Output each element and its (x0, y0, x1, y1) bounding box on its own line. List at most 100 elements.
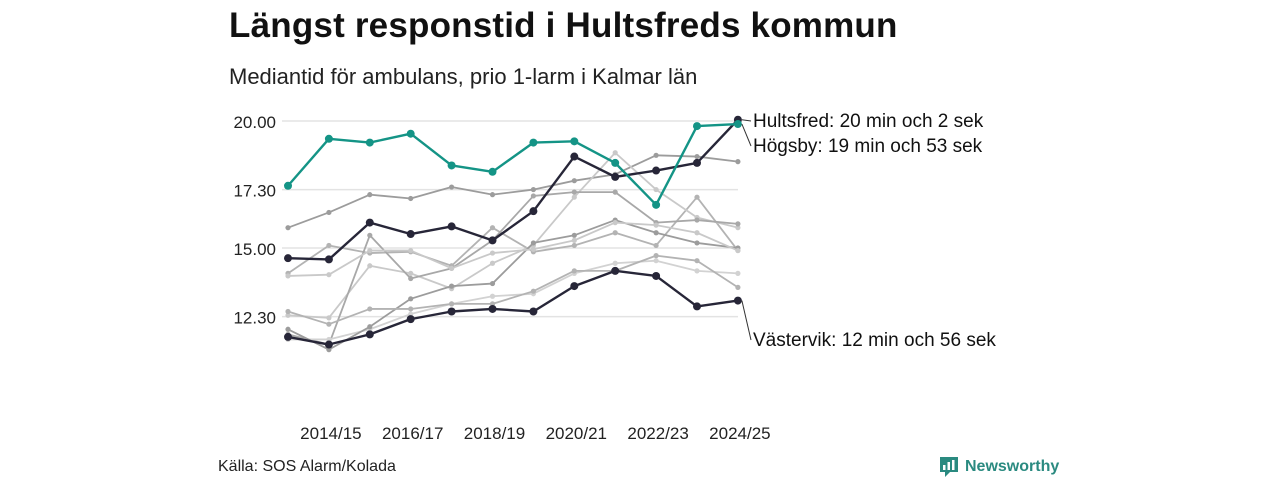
series-other-point (530, 193, 537, 199)
label-hultsfred: Hultsfred: 20 min och 2 sek (753, 111, 984, 132)
series-hogsby-point (693, 122, 701, 131)
series-hogsby-line (286, 122, 740, 207)
series-hogsby-point (406, 129, 415, 138)
series-other-point (694, 153, 700, 160)
series-other-point (489, 192, 496, 198)
series-other-point (326, 321, 332, 327)
series-hultsfred-point (406, 230, 415, 239)
series-other-point (367, 263, 373, 269)
series-vastervik-line (286, 269, 740, 346)
x-tick-label: 2022/23 (627, 424, 688, 443)
series-other-point (449, 301, 455, 307)
series-other-point (735, 284, 741, 290)
series-hultsfred-point (488, 236, 497, 245)
series-other-point (612, 220, 618, 226)
series-other (285, 220, 741, 279)
brand-logo: Newsworthy (939, 456, 1059, 478)
series-other-point (449, 184, 455, 190)
series-other-point (694, 240, 700, 246)
series-other-point (326, 209, 332, 216)
series-other-point (326, 272, 332, 278)
series-other-point (408, 195, 414, 202)
series-hogsby-point (324, 134, 333, 143)
series-vastervik-point (733, 296, 742, 305)
y-tick-label: 12.30 (233, 309, 276, 328)
series-vastervik-point (284, 332, 292, 341)
series-other-point (285, 225, 291, 231)
series-other-point (530, 246, 537, 252)
series-other (285, 189, 741, 348)
series-other-point (367, 247, 373, 254)
series-other-point (571, 268, 577, 274)
series-vastervik-point (406, 315, 415, 324)
series-vastervik-point (365, 330, 374, 339)
x-tick-label: 2020/21 (546, 424, 607, 443)
series-vastervik-point (652, 271, 661, 280)
series-other-point (367, 306, 373, 312)
series-vastervik (284, 266, 742, 349)
label-vastervik-leader (741, 300, 752, 341)
series-hultsfred-point (365, 218, 374, 227)
series-hogsby-point (652, 200, 661, 209)
series-other-point (694, 194, 700, 200)
y-tick-label: 15.00 (233, 240, 276, 259)
series-other-point (489, 260, 496, 266)
series-other-point (449, 283, 455, 289)
series-other-point (489, 225, 496, 231)
series-hogsby-point (488, 167, 497, 176)
series-hultsfred-point (324, 255, 333, 264)
series-other-line (287, 254, 739, 326)
y-tick-label: 20.00 (233, 113, 276, 132)
series-other-point (285, 326, 291, 332)
series-other-point (285, 273, 291, 279)
series-other-point (653, 230, 659, 236)
series-other-point (408, 275, 414, 282)
series-other-point (694, 217, 700, 223)
series-hultsfred (284, 115, 742, 264)
x-tick-label: 2014/15 (300, 424, 361, 443)
series-other-point (694, 268, 700, 274)
chart-title: Längst responstid i Hultsfreds kommun (229, 6, 898, 45)
series-hultsfred-point (611, 172, 620, 181)
series-other-point (489, 250, 496, 256)
series-other-line (287, 221, 739, 277)
series-vastervik-point (693, 302, 701, 311)
series-other-point (571, 237, 577, 243)
series-other-point (612, 230, 618, 236)
series-hogsby-point (447, 161, 456, 170)
series-other-point (326, 315, 332, 321)
series-other-point (612, 189, 618, 195)
series-hultsfred-line (286, 118, 740, 261)
series-other-point (489, 280, 496, 287)
series-hogsby-point (365, 138, 374, 147)
series-other-point (408, 270, 414, 276)
series-other-point (367, 324, 373, 330)
x-tick-label: 2024/25 (709, 424, 770, 443)
series-other-point (653, 186, 659, 193)
series-other-point (694, 230, 700, 236)
series-hogsby (284, 120, 742, 209)
series-other-point (571, 242, 577, 249)
series-hogsby-point (733, 120, 742, 129)
series-other (285, 253, 741, 327)
series-other-point (653, 152, 659, 158)
series-other-point (571, 232, 577, 238)
series-hultsfred-point (693, 158, 701, 167)
series-vastervik-point (529, 307, 538, 316)
series-other-point (653, 258, 659, 264)
chart-subtitle: Mediantid för ambulans, prio 1-larm i Ka… (229, 64, 698, 89)
series-other-point (367, 192, 373, 198)
series-other-point (408, 247, 414, 254)
series-hultsfred-point (284, 254, 292, 263)
series-other-point (489, 293, 496, 299)
brand-name: Newsworthy (965, 458, 1060, 475)
series-other-point (735, 270, 741, 276)
series-vastervik-point (611, 266, 620, 275)
series-other-point (530, 186, 537, 193)
label-hogsby: Högsby: 19 min och 53 sek (753, 136, 983, 157)
x-tick-label: 2018/19 (464, 424, 525, 443)
series-other-point (735, 225, 741, 231)
series-hogsby-point (611, 158, 620, 167)
series-other-point (530, 288, 537, 294)
